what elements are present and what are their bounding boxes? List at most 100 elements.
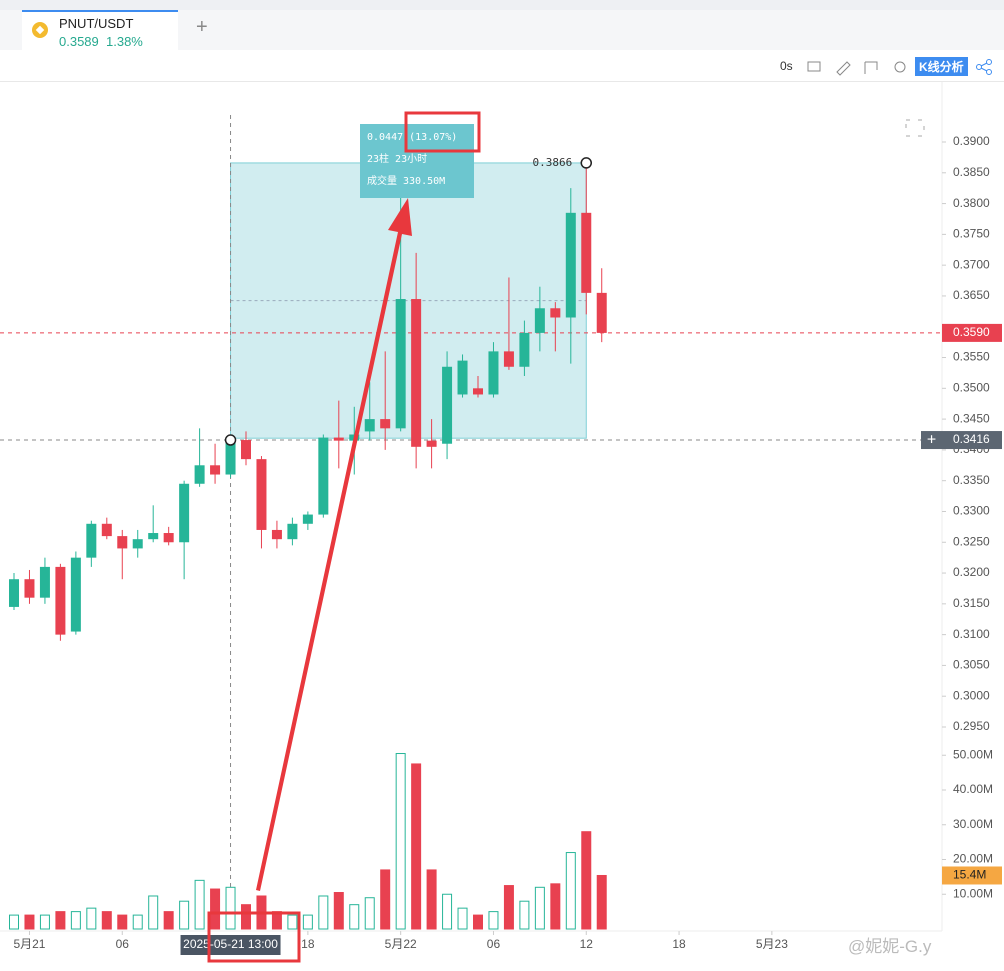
interval[interactable]: 0s bbox=[780, 59, 793, 73]
volume-bar bbox=[117, 914, 128, 930]
volume-bar bbox=[565, 852, 576, 930]
settings[interactable] bbox=[894, 61, 906, 73]
candle-body bbox=[117, 536, 128, 549]
volume-bar bbox=[488, 911, 499, 930]
volume-bar bbox=[581, 831, 592, 930]
measure-start bbox=[224, 434, 237, 446]
y-tick-label: 0.3300 bbox=[953, 504, 990, 518]
volume-bar bbox=[364, 897, 375, 930]
cursor-price-tag bbox=[942, 431, 1002, 450]
x-tick-label: 12 bbox=[580, 937, 594, 951]
share[interactable] bbox=[975, 58, 993, 76]
candle-body bbox=[287, 523, 298, 540]
candle-body bbox=[380, 419, 391, 429]
volume-bar bbox=[519, 900, 530, 930]
candle-body bbox=[519, 332, 530, 367]
add-tab[interactable]: + bbox=[196, 16, 208, 38]
volume-bar bbox=[318, 895, 329, 930]
candle-body bbox=[55, 566, 66, 635]
y-tick-label: 0.3150 bbox=[953, 596, 990, 610]
tooltip-line: 0.0447 (13.07%) bbox=[367, 132, 457, 143]
x-tick-label: 06 bbox=[116, 937, 130, 951]
volume-tick-label: 40.00M bbox=[953, 782, 993, 796]
y-tick-label: 0.3750 bbox=[953, 227, 990, 241]
volume-bar bbox=[426, 869, 437, 930]
volume-tag bbox=[942, 866, 1002, 885]
toolbar-icons bbox=[807, 61, 906, 76]
symbol: PNUT/USDT bbox=[59, 16, 134, 31]
volume-bar bbox=[148, 895, 159, 930]
candle-body bbox=[9, 579, 19, 607]
volume-tick-label: 10.00M bbox=[953, 886, 993, 900]
measure-tooltip bbox=[360, 124, 474, 198]
x-tick-label: 5月22 bbox=[385, 937, 417, 951]
x-tick-label: 5月23 bbox=[756, 937, 788, 951]
coin-icon bbox=[32, 22, 48, 38]
candle-body bbox=[271, 529, 282, 540]
candle-body bbox=[225, 440, 236, 475]
volume-bar bbox=[349, 904, 360, 930]
candle-body bbox=[596, 292, 607, 333]
candle-body bbox=[457, 360, 468, 395]
divider bbox=[0, 81, 1004, 82]
x-tick-label: 18 bbox=[301, 937, 315, 951]
x-tick-label: 18 bbox=[672, 937, 686, 951]
tooltip-line: 23柱 23小时 bbox=[367, 152, 427, 165]
annotation-box bbox=[207, 911, 301, 963]
volume-bar bbox=[473, 914, 483, 930]
volume-bar bbox=[395, 753, 406, 930]
analysis-button[interactable]: K线分析 bbox=[915, 57, 968, 76]
candle-body bbox=[210, 465, 221, 475]
y-tick-label: 0.3650 bbox=[953, 288, 990, 302]
cursor-time-tag bbox=[180, 935, 281, 955]
y-tick-label: 0.3800 bbox=[953, 196, 990, 210]
volume-bar bbox=[55, 911, 66, 930]
volume-bar bbox=[194, 879, 205, 930]
annotation-box bbox=[404, 111, 481, 153]
candle-body bbox=[194, 465, 205, 484]
volume-tick-label: 20.00M bbox=[953, 852, 993, 866]
y-tick-label: 0.3550 bbox=[953, 350, 990, 364]
watermark: @妮妮-G.y bbox=[848, 937, 932, 956]
volume-bar bbox=[179, 900, 190, 930]
last-price: 0.3589 bbox=[59, 34, 99, 49]
price: 0.3589 1.38% bbox=[59, 34, 143, 49]
volume-bar bbox=[503, 885, 514, 930]
volume-tick-label: 50.00M bbox=[953, 747, 993, 761]
measure-high-label: 0.3866 bbox=[533, 156, 573, 169]
volume-tag-label: 15.4M bbox=[953, 868, 986, 882]
symbol-tab[interactable]: PNUT/USDT 0.3589 1.38% bbox=[22, 10, 178, 50]
y-tick-label: 0.3500 bbox=[953, 380, 990, 394]
tooltip-line: 成交量 330.50M bbox=[367, 174, 445, 187]
last-price-tag-label: 0.3590 bbox=[953, 325, 990, 339]
volume-bar bbox=[550, 883, 561, 930]
candle-body bbox=[364, 419, 375, 432]
fullscreen[interactable] bbox=[905, 119, 925, 137]
volume-bar bbox=[101, 911, 112, 930]
measure-end bbox=[580, 157, 593, 169]
candle-body bbox=[473, 388, 483, 395]
x-tick-label: 06 bbox=[487, 937, 501, 951]
candle-body bbox=[24, 579, 35, 598]
candle-body bbox=[550, 308, 561, 318]
y-tick-label: 0.3000 bbox=[953, 688, 990, 702]
y-tick-label: 0.3250 bbox=[953, 534, 990, 548]
volume-bar bbox=[163, 911, 174, 930]
y-tick-label: 0.2950 bbox=[953, 719, 990, 733]
candle-body bbox=[86, 523, 97, 558]
camera[interactable] bbox=[807, 61, 821, 72]
change: 1.38% bbox=[106, 34, 143, 49]
volume-bar bbox=[225, 886, 236, 930]
y-tick-label: 0.3700 bbox=[953, 257, 990, 271]
y-tick-label: 0.3100 bbox=[953, 627, 990, 641]
layout[interactable] bbox=[864, 61, 878, 74]
y-tick-label: 0.3850 bbox=[953, 165, 990, 179]
candle-body bbox=[488, 351, 499, 395]
volume-bar bbox=[241, 904, 251, 930]
volume-bar bbox=[86, 907, 97, 930]
volume-bar bbox=[333, 892, 344, 930]
candle-body bbox=[565, 212, 576, 318]
pencil[interactable] bbox=[836, 61, 851, 76]
candle-body bbox=[503, 351, 514, 367]
candle-body bbox=[302, 514, 313, 524]
